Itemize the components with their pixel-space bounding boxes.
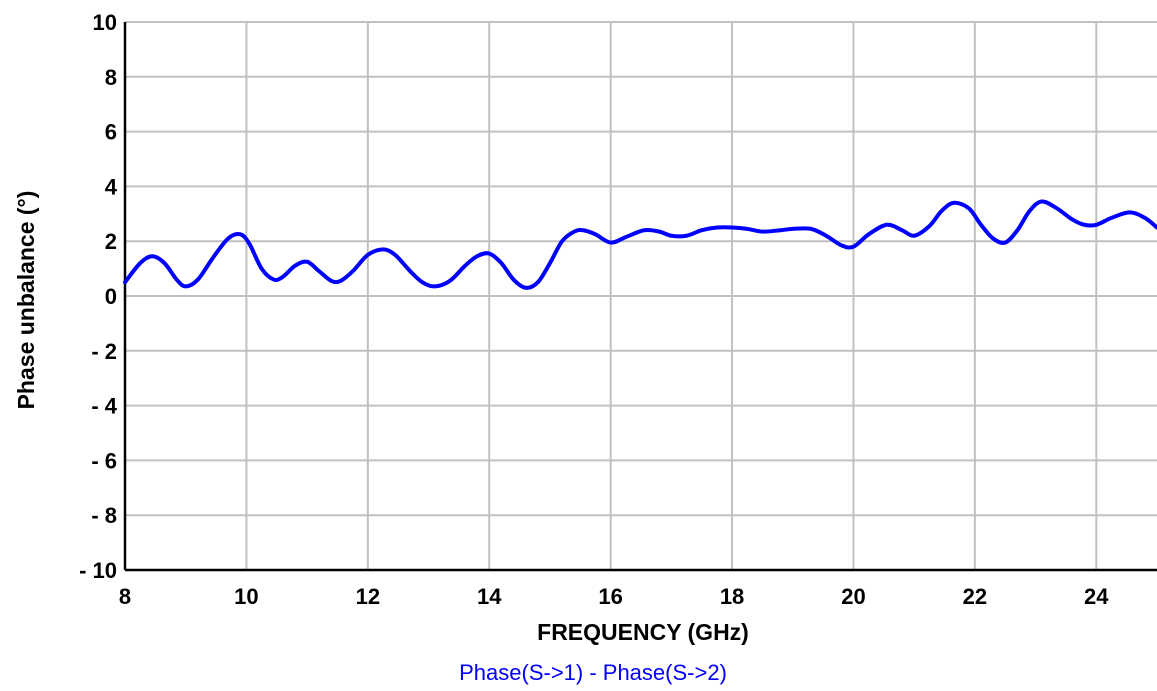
y-tick-label: 0	[105, 284, 117, 309]
y-tick-label: 6	[105, 120, 117, 145]
y-axis-title: Phase unbalance (°)	[13, 191, 39, 410]
y-tick-label: - 4	[91, 394, 117, 419]
legend-series-label: Phase(S->1) - Phase(S->2)	[459, 660, 727, 685]
y-tick-label: - 6	[91, 448, 117, 473]
x-tick-label: 14	[477, 584, 502, 609]
x-tick-label: 18	[720, 584, 744, 609]
x-tick-label: 22	[963, 584, 987, 609]
series-layer	[123, 199, 1157, 290]
y-tick-label: - 8	[91, 503, 117, 528]
y-tick-label: 8	[105, 65, 117, 90]
x-tick-label: 24	[1084, 584, 1109, 609]
y-tick-label: - 10	[79, 558, 117, 583]
x-axis-title: FREQUENCY (GHz)	[537, 619, 749, 645]
x-tick-label: 20	[841, 584, 865, 609]
x-tick-label: 8	[119, 584, 131, 609]
y-tick-label: - 2	[91, 339, 117, 364]
y-tick-label: 2	[105, 229, 117, 254]
axes	[123, 22, 1157, 572]
y-tick-label: 4	[105, 174, 118, 199]
series-line-0	[123, 199, 1157, 290]
x-tick-label: 16	[598, 584, 622, 609]
x-tick-label: 10	[234, 584, 258, 609]
y-tick-label: 10	[93, 10, 117, 35]
x-tick-label: 12	[356, 584, 380, 609]
